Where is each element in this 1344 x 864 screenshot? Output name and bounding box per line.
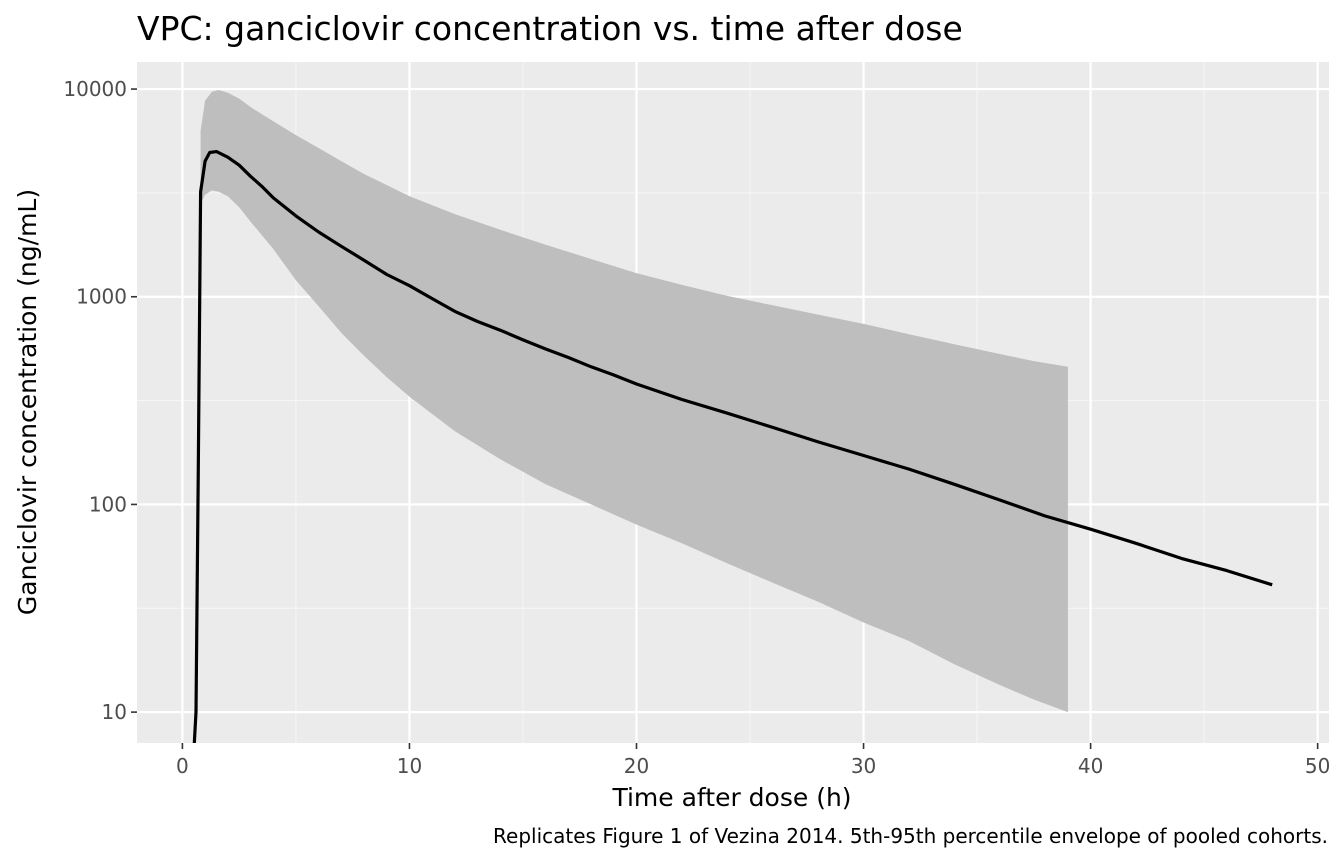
y-tick-label: 100 — [89, 492, 127, 516]
x-axis-title: Time after dose (h) — [611, 783, 851, 812]
y-tick-label: 10 — [102, 700, 127, 724]
x-tick-label: 50 — [1305, 754, 1330, 778]
y-tick-label: 10000 — [63, 77, 127, 101]
x-tick-label: 30 — [851, 754, 876, 778]
x-tick-label: 10 — [397, 754, 422, 778]
chart-caption: Replicates Figure 1 of Vezina 2014. 5th-… — [493, 824, 1328, 848]
y-tick-label: 1000 — [76, 285, 127, 309]
percentile-envelope-layer — [200, 90, 1068, 713]
axis-ticks — [131, 88, 1319, 749]
chart-title: VPC: ganciclovir concentration vs. time … — [137, 9, 963, 48]
y-tick-labels: 10 100 1000 10000 — [63, 77, 127, 724]
x-tick-label: 0 — [176, 754, 189, 778]
median-line — [192, 150, 1273, 743]
x-tick-labels: 0 10 20 30 40 50 — [176, 754, 1330, 778]
x-tick-label: 20 — [624, 754, 649, 778]
median-line-layer — [192, 150, 1273, 743]
y-axis-title: Ganciclovir concentration (ng/mL) — [13, 189, 42, 615]
percentile-envelope-ribbon — [200, 90, 1068, 713]
x-tick-label: 40 — [1078, 754, 1103, 778]
